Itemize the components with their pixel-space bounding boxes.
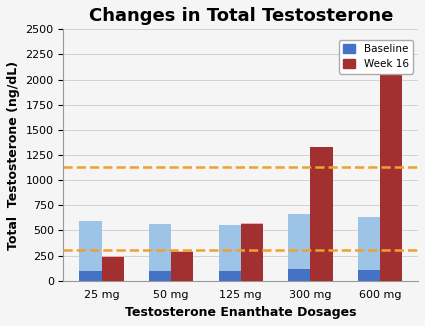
Bar (241, 223, 263, 281)
Bar (288, 269, 310, 281)
Bar (102, 256, 124, 281)
Bar (171, 252, 193, 281)
Bar (149, 224, 171, 281)
Title: Changes in Total Testosterone: Changes in Total Testosterone (88, 7, 393, 25)
Bar (218, 226, 241, 281)
Bar (171, 251, 193, 281)
Bar (102, 257, 124, 281)
Bar (310, 211, 332, 281)
Legend: Baseline, Week 16: Baseline, Week 16 (339, 39, 413, 74)
X-axis label: Testosterone Enanthate Dosages: Testosterone Enanthate Dosages (125, 306, 357, 319)
Bar (288, 215, 310, 281)
Bar (357, 217, 380, 281)
Bar (149, 271, 171, 281)
Y-axis label: Total  Testosterone (ng/dL): Total Testosterone (ng/dL) (7, 60, 20, 250)
Bar (357, 270, 380, 281)
Bar (79, 221, 102, 281)
Bar (79, 271, 102, 281)
Bar (380, 42, 402, 281)
Bar (218, 271, 241, 281)
Bar (241, 224, 263, 281)
Bar (380, 215, 402, 281)
Bar (310, 147, 332, 281)
